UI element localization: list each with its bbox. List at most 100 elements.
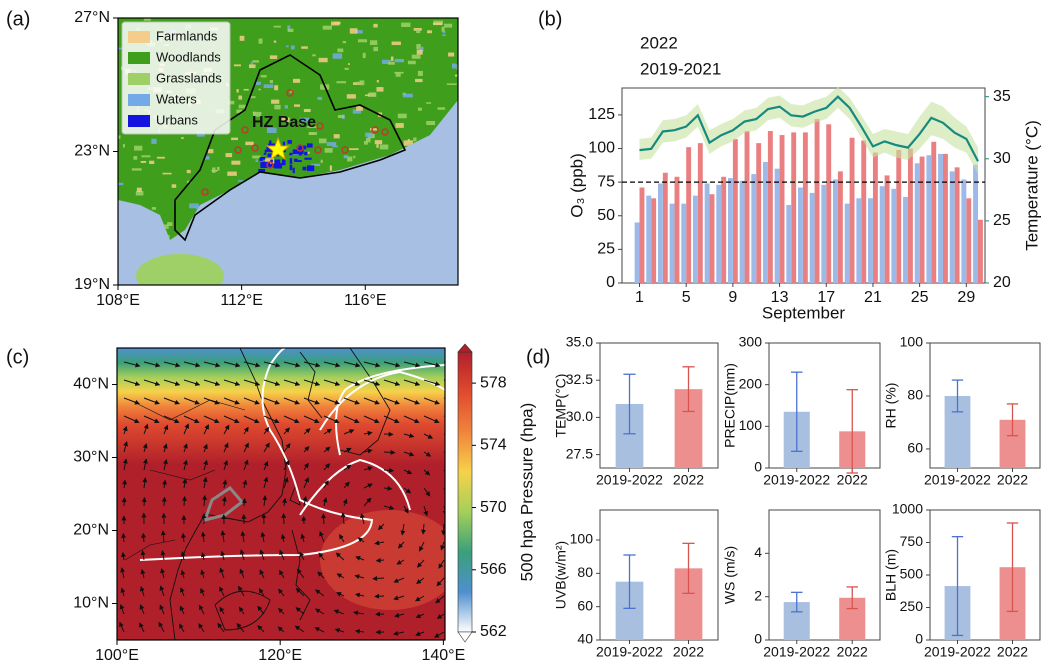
urban-patch (283, 142, 285, 146)
land-patch (244, 89, 249, 91)
land-patch (256, 82, 261, 85)
y-tick-label: 0 (606, 274, 615, 291)
land-patch (259, 39, 263, 44)
land-patch (442, 27, 445, 32)
urban-patch (304, 152, 307, 155)
land-patch (231, 161, 240, 165)
legend-label: Woodlands (156, 49, 221, 64)
y-tick-label: 2 (754, 587, 762, 603)
bar (698, 143, 703, 283)
y2-tick-label: 20 (993, 274, 1011, 291)
y-tick-label: 250 (900, 598, 924, 614)
x-tick-label: 100°E (95, 647, 139, 662)
urban-patch (282, 159, 286, 165)
urban-patch (269, 140, 271, 144)
y-tick-label: 10°N (73, 595, 109, 612)
urban-patch (304, 158, 311, 160)
land-patch (392, 42, 401, 46)
wind-vector (444, 416, 459, 422)
bar (826, 124, 831, 283)
y2-tick-label: 25 (993, 212, 1011, 229)
land-patch (293, 79, 300, 83)
bar (791, 132, 796, 283)
land-patch (137, 188, 142, 192)
land-patch (132, 168, 142, 170)
bar (978, 220, 983, 283)
urban-patch (299, 153, 302, 155)
land-patch (433, 23, 442, 25)
colorbar-label: 500 hpa Pressure (hpa) (517, 403, 536, 582)
land-patch (149, 161, 154, 164)
bar (891, 189, 896, 283)
y-axis-label: RH (%) (883, 383, 899, 429)
colorbar (458, 352, 472, 632)
y-axis-label: BLH (m) (883, 549, 899, 601)
land-patch (249, 64, 256, 68)
bar (850, 138, 855, 283)
legend-swatch (128, 31, 150, 43)
land-patch (251, 62, 253, 64)
colorbar-tick-label: 566 (480, 561, 507, 578)
land-patch (391, 57, 394, 61)
land-patch (338, 115, 344, 118)
x-tick-label: 140°E (421, 647, 465, 662)
bar (845, 204, 850, 283)
y-tick-label: 60 (907, 440, 923, 456)
land-patch (363, 53, 366, 58)
land-patch (308, 152, 310, 154)
land-patch (151, 139, 156, 144)
land-patch (334, 134, 340, 138)
land-patch (187, 170, 191, 173)
land-patch (250, 96, 255, 98)
land-patch (345, 68, 349, 70)
land-patch (134, 146, 142, 151)
land-patch (426, 121, 435, 125)
bar (810, 193, 815, 283)
land-patch (377, 80, 379, 82)
x-tick-label: 2019-2022 (596, 644, 663, 660)
x-tick-label: 1 (635, 289, 644, 306)
y-tick-label: 40°N (73, 376, 109, 393)
y-tick-label: 35.0 (566, 334, 593, 350)
bar (663, 173, 668, 283)
bar (635, 222, 640, 283)
land-patch (144, 18, 151, 20)
land-patch (455, 75, 464, 77)
wind-vector (384, 452, 395, 453)
wind-vector (323, 514, 324, 524)
bar (838, 171, 843, 283)
x-tick-label: 2022 (997, 472, 1028, 488)
legend-label: Waters (156, 91, 197, 106)
x-axis-label: September (762, 303, 845, 322)
land-patch (415, 79, 422, 82)
island (136, 254, 224, 298)
land-patch (264, 84, 273, 88)
page: 108°E112°E116°E19°N23°N27°NFarmlandsWood… (0, 0, 1051, 662)
bar (961, 179, 966, 283)
land-patch (358, 39, 367, 42)
bar (880, 186, 885, 283)
bar (640, 188, 645, 283)
bar (646, 196, 651, 283)
bar (775, 169, 780, 283)
land-patch (294, 104, 300, 106)
y-tick-label: 100 (900, 334, 924, 350)
land-patch (376, 144, 378, 148)
bar (716, 185, 721, 283)
wind-vector (444, 380, 459, 385)
urban-patch (264, 153, 266, 155)
urban-patch (307, 143, 313, 147)
land-patch (304, 109, 311, 112)
bar (908, 149, 913, 283)
land-patch (325, 148, 333, 153)
urban-patch (288, 140, 292, 144)
x-tick-label: 2022 (997, 644, 1028, 660)
land-patch (395, 59, 404, 62)
land-patch (162, 173, 171, 175)
land-patch (212, 167, 215, 172)
y-tick-label: 100 (588, 140, 615, 157)
land-patch (123, 144, 125, 148)
y-tick-label: 1000 (892, 501, 923, 517)
land-patch (416, 30, 420, 34)
bar (705, 183, 710, 283)
